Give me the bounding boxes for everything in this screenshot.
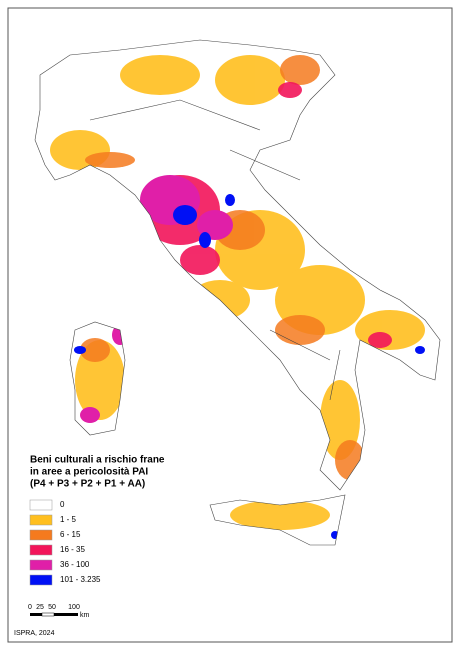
scale-segment [54, 613, 78, 616]
scale-label: 0 [28, 604, 32, 611]
scale-segment [30, 613, 42, 616]
legend-swatch [29, 514, 53, 526]
legend-label: 16 - 35 [60, 545, 85, 554]
legend-swatch [29, 544, 53, 556]
legend-title: (P4 + P3 + P2 + P1 + AA) [30, 479, 145, 490]
legend-swatch [29, 574, 53, 586]
legend-title: Beni culturali a rischio frane [30, 455, 165, 466]
legend-label: 36 - 100 [60, 560, 90, 569]
scale-label: 100 [68, 604, 80, 611]
legend-label: 0 [60, 500, 65, 509]
legend-swatch [29, 559, 53, 571]
scale-label: 25 [36, 604, 44, 611]
legend-label: 101 - 3.235 [60, 575, 101, 584]
legend-label: 1 - 5 [60, 515, 77, 524]
legend-swatch [29, 529, 53, 541]
region-borders [34, 39, 441, 546]
legend-title: in aree a pericolosità PAI [30, 467, 148, 478]
legend-label: 6 - 15 [60, 530, 81, 539]
credit: ISPRA, 2024 [14, 630, 55, 637]
scale-segment [41, 612, 55, 617]
scale-label: 50 [48, 604, 56, 611]
legend-swatch [29, 499, 53, 511]
scale-unit: km [80, 612, 90, 619]
